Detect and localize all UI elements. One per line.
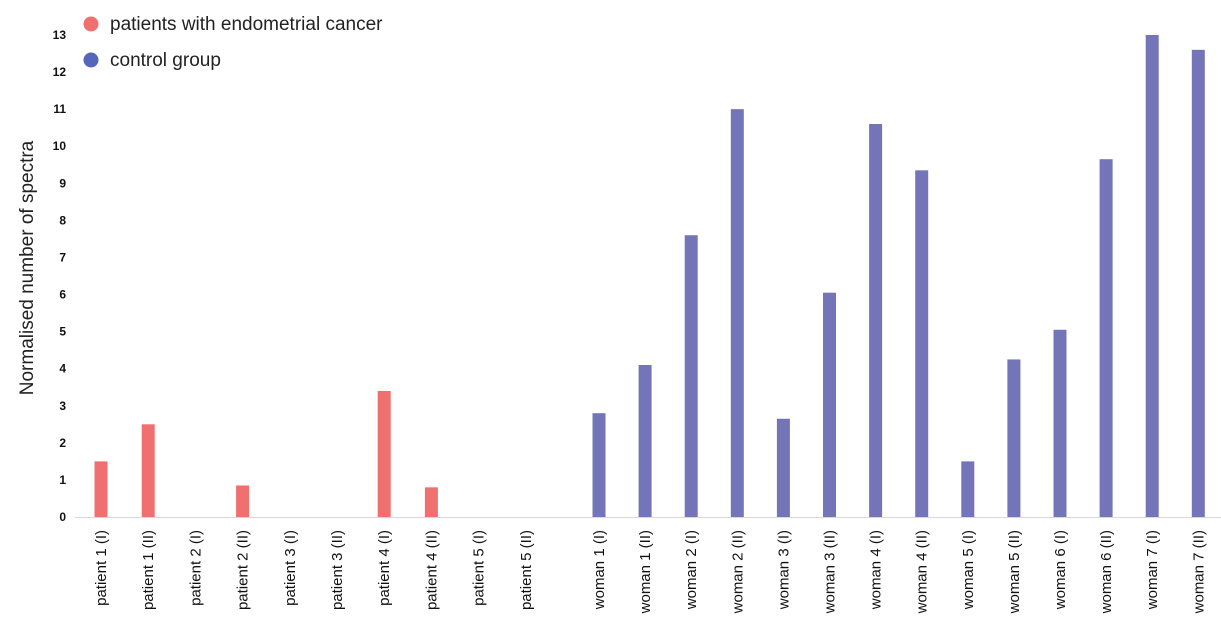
- legend-marker-control: [83, 52, 99, 68]
- x-tick-label: patient 1 (I): [93, 530, 110, 606]
- x-tick-label: patient 4 (II): [423, 530, 440, 610]
- bar-control: [869, 123, 883, 517]
- x-tick-label: patient 3 (I): [282, 530, 299, 606]
- x-tick-label: woman 3 (II): [822, 530, 839, 614]
- bars: [75, 35, 1221, 518]
- bar-patients: [141, 424, 155, 517]
- bar-control: [823, 292, 836, 517]
- y-tick-label: 1: [59, 473, 66, 487]
- x-tick-label: patient 2 (II): [235, 530, 252, 610]
- y-tick-label: 4: [59, 362, 66, 376]
- y-tick-label: 11: [53, 102, 66, 116]
- y-tick-label: 8: [59, 213, 66, 227]
- x-tick-label: patient 5 (I): [471, 530, 488, 606]
- y-axis-title: Normalised number of spectra: [17, 140, 38, 395]
- x-tick-label: woman 6 (II): [1098, 530, 1115, 614]
- y-tick-label: 7: [59, 250, 66, 264]
- y-tick-label: 13: [53, 28, 67, 42]
- bar-patients: [377, 390, 391, 517]
- x-tick-label: woman 4 (I): [868, 530, 885, 610]
- x-tick-label: woman 2 (I): [683, 530, 700, 610]
- x-tick-label: woman 6 (I): [1052, 530, 1069, 610]
- bar-control: [1145, 35, 1159, 517]
- bar-control: [1007, 359, 1021, 517]
- x-tick-label: woman 2 (II): [729, 530, 746, 614]
- x-tick-label: woman 7 (II): [1190, 530, 1207, 614]
- x-tick-label: woman 4 (II): [914, 530, 931, 614]
- y-tick-label: 6: [59, 288, 66, 302]
- bar-control: [776, 418, 790, 517]
- y-tick-label: 3: [59, 399, 66, 413]
- x-tick-label: woman 7 (I): [1144, 530, 1161, 610]
- x-tick-label: patient 5 (II): [518, 530, 535, 610]
- legend-label-control: control group: [110, 50, 221, 71]
- legend: patients with endometrial cancer control…: [83, 14, 383, 71]
- x-tick-label: woman 1 (I): [591, 530, 608, 610]
- y-tick-label: 5: [59, 325, 66, 339]
- x-tick-label: patient 1 (II): [140, 530, 157, 610]
- y-tick-label: 10: [53, 139, 67, 153]
- x-tick-label: woman 3 (I): [775, 530, 792, 610]
- x-tick-label: patient 2 (I): [187, 530, 204, 606]
- bar-control: [961, 461, 975, 517]
- bar-patients: [424, 487, 438, 517]
- y-tick-label: 2: [59, 436, 66, 450]
- legend-label-patients: patients with endometrial cancer: [110, 14, 383, 35]
- bar-control: [1191, 49, 1205, 517]
- bar-control: [730, 109, 744, 518]
- x-axis-labels: patient 1 (I) patient 1 (II) patient 2 (I)…: [93, 530, 1207, 614]
- x-tick-label: woman 5 (II): [1006, 530, 1023, 614]
- x-tick-label: woman 5 (I): [960, 530, 977, 610]
- x-tick-label: patient 4 (I): [376, 530, 393, 606]
- bar-control: [592, 413, 606, 517]
- bar-control: [638, 364, 652, 517]
- bar-control: [684, 235, 698, 517]
- x-tick-label: patient 3 (II): [329, 530, 346, 610]
- bar-control: [915, 170, 929, 518]
- y-tick-label: 0: [59, 510, 66, 524]
- bar-patients: [236, 485, 250, 517]
- y-tick-label: 9: [59, 176, 66, 190]
- bar-control: [1099, 159, 1113, 517]
- x-tick-label: woman 1 (II): [637, 530, 654, 614]
- legend-marker-patients: [83, 16, 99, 32]
- bar-patients: [94, 461, 108, 517]
- y-tick-label: 12: [53, 65, 67, 79]
- bar-control: [1053, 329, 1067, 517]
